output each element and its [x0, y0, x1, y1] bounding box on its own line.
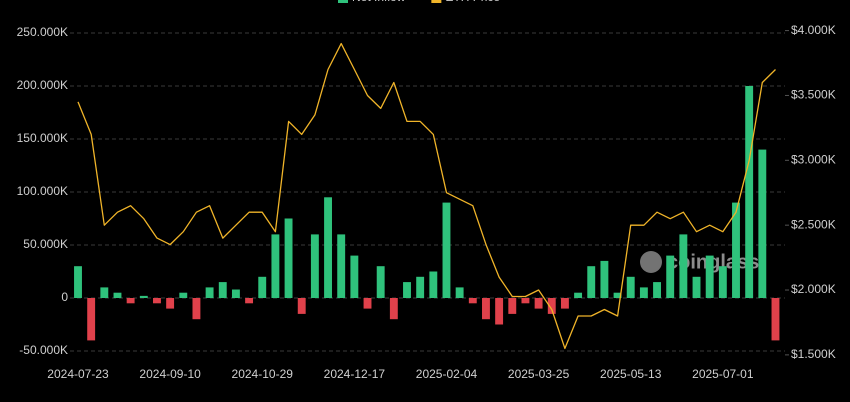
y-tick-label: 150.000K [17, 131, 68, 145]
bar [74, 266, 82, 298]
y-tick-label: -50.000K [19, 343, 68, 357]
bar [192, 298, 201, 320]
bar [455, 287, 464, 298]
bar [626, 276, 635, 298]
bar [205, 287, 214, 298]
bar [679, 234, 688, 298]
bar [284, 218, 293, 298]
bar [639, 287, 648, 298]
bar [337, 234, 346, 298]
bar [771, 298, 780, 341]
legend-label: Net Inflow [352, 0, 406, 4]
x-tick-label: 2025-05-13 [600, 367, 662, 381]
bar [587, 266, 596, 298]
legend-label: ETH Price [445, 0, 500, 4]
y-tick-label: 0 [61, 290, 68, 304]
bar [732, 202, 740, 298]
bar [653, 282, 661, 298]
bar [403, 282, 411, 298]
bar [258, 276, 267, 298]
bar [745, 85, 754, 298]
y-tick-label: 100.000K [17, 184, 68, 198]
bar [613, 292, 622, 298]
y2-tick-label: $3.000K [791, 152, 836, 166]
bar [574, 292, 583, 298]
bar [508, 298, 517, 314]
bar [87, 298, 96, 341]
price-line [77, 42, 776, 350]
y2-tick-label: $4.000K [791, 23, 836, 37]
legend-swatch [431, 0, 442, 3]
y-tick-label: 250.000K [17, 25, 68, 39]
bar [231, 289, 240, 298]
bar [139, 295, 148, 298]
y2-tick-label: $2.500K [791, 217, 836, 231]
x-tick-label: 2024-12-17 [324, 367, 386, 381]
bar [468, 298, 477, 304]
bar [429, 271, 438, 298]
bar [718, 266, 727, 298]
bar [442, 202, 451, 298]
legend-swatch [338, 0, 348, 3]
y-tick-label: 200.000K [17, 78, 68, 92]
bar [100, 287, 109, 298]
bar [376, 266, 385, 298]
bar [692, 276, 701, 298]
bar [666, 255, 675, 298]
bar [113, 292, 122, 298]
bar [324, 197, 332, 298]
watermark: coinglass [640, 251, 759, 273]
bar [560, 298, 569, 309]
bar [297, 298, 306, 314]
bar [363, 298, 372, 309]
bar [153, 298, 161, 304]
bar [350, 255, 359, 298]
bar [547, 298, 556, 314]
y2-tick-label: $2.000K [791, 282, 836, 296]
y-tick-label: 50.000K [23, 237, 68, 251]
x-tick-label: 2025-03-25 [508, 367, 570, 381]
bar [705, 255, 714, 298]
watermark-icon [640, 251, 662, 273]
x-tick-label: 2025-07-01 [692, 367, 754, 381]
x-tick-label: 2025-02-04 [416, 367, 478, 381]
bar [495, 298, 504, 325]
x-tick-label: 2024-10-29 [232, 367, 294, 381]
bar [310, 234, 319, 298]
x-tick-label: 2024-09-10 [139, 367, 201, 381]
bar [482, 298, 490, 320]
bar [126, 298, 135, 304]
y2-tick-label: $3.500K [791, 88, 836, 102]
bar [521, 298, 530, 304]
bar [389, 298, 398, 320]
bar [179, 292, 188, 298]
bar [600, 260, 609, 298]
bar [245, 298, 254, 304]
bar [218, 282, 227, 298]
x-tick-label: 2024-07-23 [47, 367, 109, 381]
bar [271, 234, 280, 298]
bar [758, 149, 767, 298]
bar [534, 298, 543, 309]
bar [166, 298, 175, 309]
bar [416, 276, 425, 298]
y2-tick-label: $1.500K [791, 347, 836, 361]
